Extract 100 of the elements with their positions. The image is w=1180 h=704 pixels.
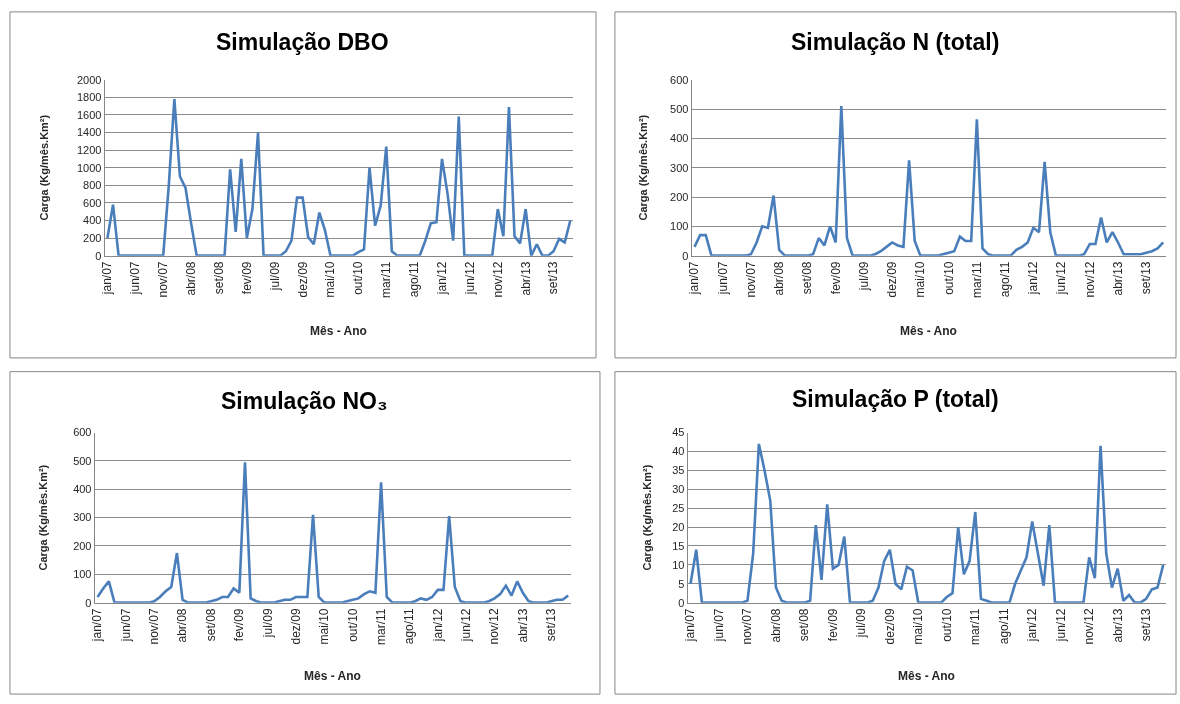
x-tick-label: abr/08: [183, 261, 198, 296]
x-tick-label: nov/12: [490, 261, 505, 298]
x-tick-label: out/10: [345, 608, 360, 642]
x-tick-label: jan/12: [1026, 261, 1041, 296]
x-tick-label: jan/07: [683, 608, 698, 643]
y-tick-label: 30: [672, 483, 685, 496]
y-tick-label: 40: [672, 445, 685, 458]
x-tick-label: ago/11: [996, 608, 1011, 645]
y-tick-label: 2000: [76, 73, 102, 86]
x-tick-label: jan/12: [430, 608, 445, 643]
x-tick-label: jan/12: [434, 261, 449, 296]
x-tick-label: abr/13: [1110, 608, 1125, 643]
y-tick-label: 600: [73, 426, 92, 439]
chart-title: Simulação P (total): [792, 386, 999, 412]
x-tick-label: nov/07: [156, 261, 171, 298]
y-tick-label: 20: [672, 520, 685, 533]
y-tick-label: 200: [83, 231, 102, 244]
y-tick-label: 100: [73, 568, 92, 581]
x-tick-label: jun/07: [128, 261, 143, 296]
x-tick-label: mai/10: [911, 608, 926, 645]
x-tick-label: mar/11: [379, 261, 394, 298]
y-tick-label: 200: [73, 539, 92, 552]
x-tick-label: set/08: [800, 261, 815, 295]
y-tick-label: 0: [678, 596, 685, 609]
y-tick-label: 1400: [76, 126, 102, 139]
x-tick-label: dez/09: [885, 261, 900, 298]
y-tick-label: 300: [670, 161, 689, 174]
x-tick-label: set/08: [203, 608, 218, 642]
x-axis-title: Mês - Ano: [900, 324, 957, 338]
y-tick-label: 0: [682, 249, 689, 262]
x-tick-label: jul/09: [267, 261, 282, 292]
x-tick-label: jun/12: [1054, 261, 1069, 296]
chart-title: Simulação NO₃: [221, 388, 388, 414]
x-tick-label: mar/11: [969, 261, 984, 298]
y-tick-label: 45: [672, 426, 685, 439]
x-tick-label: mai/10: [323, 261, 338, 298]
x-tick-label: dez/09: [288, 608, 303, 645]
x-tick-label: out/10: [941, 261, 956, 295]
y-tick-label: 1800: [76, 91, 102, 104]
y-tick-label: 600: [670, 73, 689, 86]
y-tick-label: 15: [672, 539, 685, 552]
y-tick-label: 500: [73, 454, 92, 467]
x-tick-label: jul/09: [856, 261, 871, 292]
y-tick-label: 35: [672, 464, 685, 477]
x-tick-label: jun/12: [459, 608, 474, 643]
x-tick-label: jan/12: [1025, 608, 1040, 643]
x-tick-label: nov/07: [743, 261, 758, 298]
y-axis-title: Carga (Kg/mês.Km²): [37, 464, 50, 571]
x-tick-label: jul/09: [260, 608, 275, 639]
x-axis-title: Mês - Ano: [310, 324, 367, 338]
y-axis-title: Carga (Kg/mês.Km²): [641, 464, 654, 571]
x-tick-label: jun/07: [118, 608, 133, 643]
y-tick-label: 5: [678, 577, 685, 590]
x-tick-label: dez/09: [295, 261, 310, 298]
y-axis-title: Carga (Kg/mês.Km²): [38, 114, 51, 221]
x-tick-label: abr/08: [175, 608, 190, 643]
y-tick-label: 0: [85, 596, 92, 609]
y-tick-label: 1200: [76, 143, 102, 156]
x-tick-label: ago/11: [402, 608, 417, 645]
x-tick-label: jan/07: [100, 261, 115, 296]
x-tick-label: set/13: [1139, 261, 1154, 295]
y-tick-label: 0: [95, 249, 102, 262]
x-tick-label: mai/10: [913, 261, 928, 298]
y-tick-label: 1600: [76, 108, 102, 121]
x-tick-label: mai/10: [317, 608, 332, 645]
x-tick-label: jul/09: [854, 608, 869, 639]
x-tick-label: out/10: [351, 261, 366, 295]
x-tick-label: ago/11: [997, 261, 1012, 298]
x-tick-label: nov/07: [740, 608, 755, 645]
x-tick-label: set/13: [544, 608, 559, 642]
x-tick-label: jun/12: [462, 261, 477, 296]
x-tick-label: set/13: [1139, 608, 1154, 642]
x-tick-label: fev/09: [232, 608, 247, 642]
x-tick-label: fev/09: [825, 608, 840, 642]
y-tick-label: 10: [672, 558, 685, 571]
x-tick-label: set/13: [546, 261, 561, 295]
x-tick-label: fev/09: [239, 261, 254, 295]
x-tick-label: nov/12: [1082, 261, 1097, 298]
x-tick-label: nov/12: [487, 608, 502, 645]
x-tick-label: jun/07: [711, 608, 726, 643]
x-axis-title: Mês - Ano: [304, 669, 361, 683]
x-tick-label: out/10: [939, 608, 954, 642]
x-tick-label: nov/07: [147, 608, 162, 645]
x-tick-label: set/08: [211, 261, 226, 295]
x-tick-label: jun/07: [715, 261, 730, 296]
y-tick-label: 25: [672, 502, 685, 515]
x-tick-label: abr/08: [768, 608, 783, 643]
x-tick-label: abr/13: [1110, 261, 1125, 296]
y-tick-label: 300: [73, 511, 92, 524]
y-tick-label: 1000: [76, 161, 102, 174]
x-tick-label: abr/13: [515, 608, 530, 643]
chart-title: Simulação N (total): [791, 29, 1000, 55]
x-tick-label: set/08: [797, 608, 812, 642]
y-tick-label: 400: [83, 214, 102, 227]
y-tick-label: 100: [670, 220, 689, 233]
y-tick-label: 400: [670, 132, 689, 145]
y-tick-label: 800: [83, 179, 102, 192]
y-axis-title: Carga (Kg/mês.Km²): [637, 114, 650, 221]
x-tick-label: nov/12: [1082, 608, 1097, 645]
chart-title: Simulação DBO: [216, 29, 389, 55]
